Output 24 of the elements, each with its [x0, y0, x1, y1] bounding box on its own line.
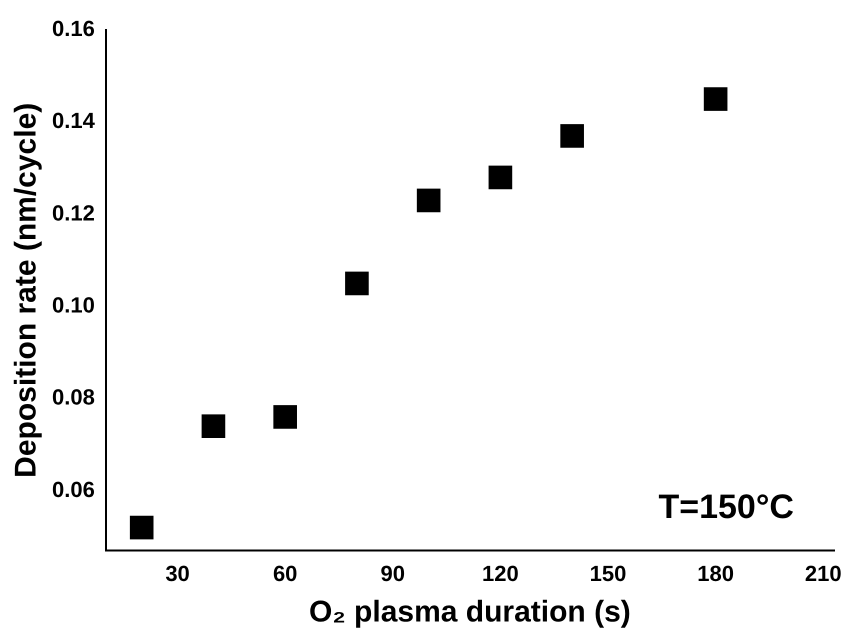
y-tick-label: 0.10 [52, 292, 95, 318]
point [273, 405, 297, 429]
point [345, 272, 369, 296]
y-tick-label: 0.16 [52, 16, 95, 42]
x-tick-label: 210 [804, 560, 842, 586]
y-tick-label: 0.12 [52, 200, 95, 226]
annotation: T=150°C [658, 488, 794, 526]
x-tick-label: 120 [482, 560, 519, 586]
x-tick-label: 180 [697, 560, 734, 586]
x-tick-label: 60 [272, 560, 298, 586]
y-tick-label: 0.14 [52, 108, 96, 134]
x-tick-label: 90 [380, 560, 406, 586]
x-tick-label: 30 [165, 560, 190, 586]
x-axis-title: O₂ plasma duration (s) [309, 595, 631, 628]
point [704, 87, 728, 111]
point [560, 124, 584, 148]
point [416, 188, 440, 212]
x-tick-label: 150 [590, 560, 626, 586]
y-tick-label: 0.08 [52, 384, 95, 410]
point [488, 166, 512, 190]
point [202, 414, 226, 438]
y-tick-label: 0.06 [52, 476, 95, 502]
y-axis-title: Deposition rate (nm/cycle) [9, 102, 42, 478]
point [130, 516, 154, 540]
